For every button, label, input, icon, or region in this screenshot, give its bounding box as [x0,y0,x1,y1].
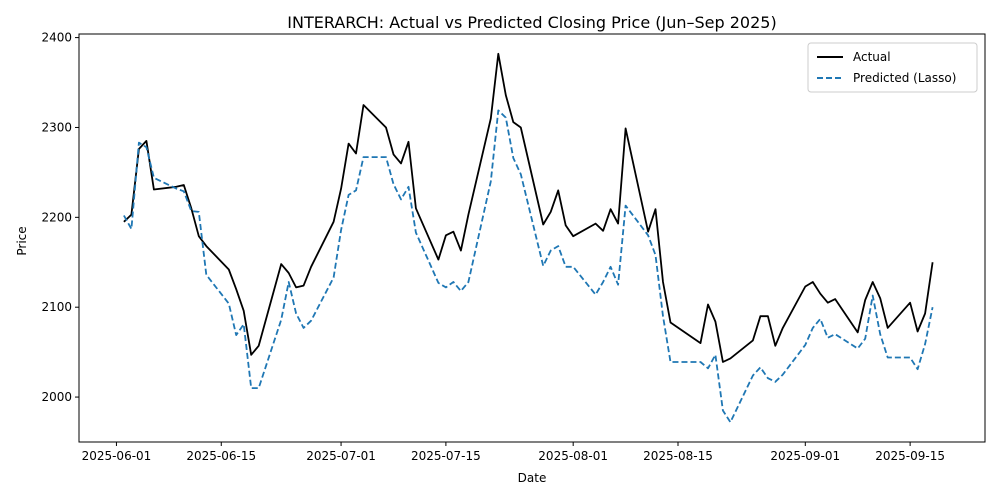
x-tick-label: 2025-08-01 [538,449,608,463]
legend-label-actual: Actual [853,50,891,64]
x-tick-label: 2025-08-15 [643,449,713,463]
y-axis: 2000 2100 2200 2300 2400 [41,31,79,404]
legend: Actual Predicted (Lasso) [807,42,978,93]
legend-box [807,42,978,93]
x-tick-label: 2025-09-01 [770,449,840,463]
x-tick-label: 2025-07-15 [411,449,481,463]
y-tick-label: 2400 [41,31,72,45]
plot-frame [78,33,986,443]
series-line-actual [123,52,934,363]
x-axis: 2025-06-01 2025-06-15 2025-07-01 2025-07-15… [82,442,945,463]
chart-title: INTERARCH: Actual vs Predicted Closing P… [287,13,776,32]
x-tick-label: 2025-06-01 [82,449,152,463]
y-tick-label: 2300 [41,120,72,134]
y-tick-label: 2200 [41,210,72,224]
y-tick-label: 2000 [41,390,72,404]
y-axis-label: Price [15,226,29,255]
x-tick-label: 2025-06-15 [186,449,256,463]
x-axis-label: Date [518,471,547,485]
y-tick-label: 2100 [41,300,72,314]
series-line-predicted [123,109,934,424]
x-tick-label: 2025-07-01 [306,449,376,463]
legend-label-predicted: Predicted (Lasso) [853,71,956,85]
x-tick-label: 2025-09-15 [875,449,945,463]
plot-area [78,33,986,443]
